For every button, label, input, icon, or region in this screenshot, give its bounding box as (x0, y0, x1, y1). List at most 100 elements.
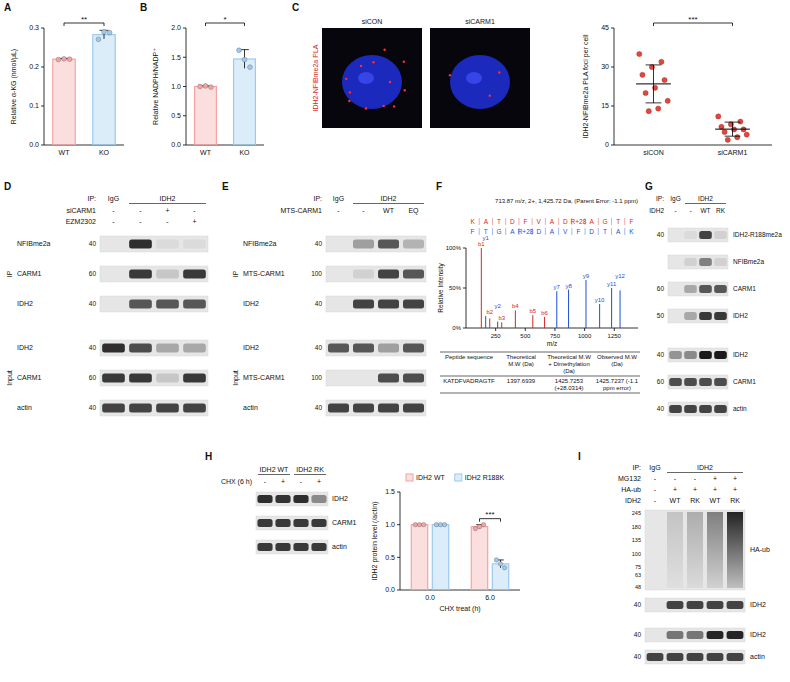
y-tick-label: 0% (452, 325, 461, 331)
sequence-separator (571, 228, 572, 235)
condition-label: IDH2 (649, 207, 664, 214)
peak-label: b2 (486, 309, 493, 315)
pla-focus (372, 61, 374, 63)
y-tick (183, 86, 186, 87)
image-label: siCON (362, 18, 383, 25)
data-point (665, 98, 670, 103)
mw-marker: 40 (657, 405, 665, 412)
mw-marker: 40 (89, 240, 97, 247)
smear (727, 512, 743, 588)
sequence-separator (479, 218, 480, 225)
band (684, 258, 697, 266)
band (714, 312, 727, 320)
text-line: 713.87 m/z, 2+, 1,425.72 Da, (Parent Err… (495, 198, 638, 204)
band (129, 404, 152, 413)
bar (93, 35, 115, 145)
lane-group-label: IDH2 (698, 195, 713, 202)
blot-strip (645, 650, 745, 664)
y-tick (611, 28, 614, 29)
band (707, 653, 724, 661)
blot-strip (326, 296, 426, 312)
peak-label: y2 (495, 303, 502, 309)
mw-marker: 100 (311, 270, 322, 277)
y-tick (397, 557, 400, 558)
x-tick-label: KO (239, 149, 250, 156)
sequence-residue: F (524, 218, 528, 225)
condition-value: - (337, 207, 340, 214)
condition-value: - (112, 218, 115, 225)
lane-group-line (685, 203, 726, 204)
sequence-residue: A (550, 228, 555, 235)
sequence-residue: A (616, 228, 621, 235)
row-label: CARM1 (17, 374, 42, 381)
lane-group-label: IgG (670, 195, 680, 203)
x-tick (525, 328, 526, 331)
band (699, 258, 712, 266)
band (707, 601, 724, 609)
x-axis-title: CHX treat (h) (439, 605, 480, 613)
y-tick (463, 288, 466, 289)
lane-group-line (294, 474, 326, 475)
peak-label: b4 (512, 303, 519, 309)
sequence-separator (558, 228, 559, 235)
pla-focus (348, 100, 350, 102)
blot-strip (326, 236, 426, 252)
condition-value: - (694, 475, 697, 482)
band (183, 270, 206, 279)
lane-group-line (129, 203, 206, 204)
mw-marker: 60 (657, 378, 665, 385)
band (714, 258, 727, 266)
mw-marker: 40 (315, 300, 323, 307)
condition-value: + (713, 475, 717, 482)
significance: *** (485, 510, 494, 519)
condition-label: HA-ub (621, 486, 641, 493)
mw-marker: 40 (634, 601, 642, 608)
sequence-separator (479, 228, 480, 235)
band (275, 519, 290, 527)
band (687, 653, 704, 661)
error-bar (646, 65, 662, 103)
y-tick-label: 2.0 (171, 24, 181, 31)
peak (611, 288, 612, 328)
data-point (442, 522, 446, 526)
row-label: IDH2 (332, 495, 348, 502)
condition-value: - (166, 218, 169, 225)
peak-label: y1 (483, 235, 490, 241)
condition-value: WT (670, 497, 682, 504)
band (293, 543, 308, 551)
band (257, 495, 272, 503)
data-point (646, 109, 651, 114)
ip-prefix: IP: (313, 195, 322, 202)
condition-label: IDH2 (625, 497, 641, 504)
lane-group-label: IDH2 RK (296, 466, 324, 473)
sequence-residue: A (484, 218, 489, 225)
error-bar (725, 122, 741, 136)
panel-letter: H (205, 451, 212, 462)
sequence-separator (492, 228, 493, 235)
y-tick-label: 15 (601, 102, 609, 109)
x-axis (466, 328, 638, 329)
row-label: IDH2 (750, 631, 766, 638)
blot-strip (256, 516, 328, 530)
band (353, 300, 374, 309)
panel-letter: B (140, 2, 147, 13)
row-label: NFIBme2a (243, 240, 277, 247)
band (699, 405, 712, 413)
data-point (643, 90, 648, 95)
peak (599, 304, 600, 328)
condition-label: EZM2302 (66, 218, 96, 225)
y-tick (183, 115, 186, 116)
peak-label: y10 (595, 297, 605, 303)
pla-focus (404, 89, 406, 91)
mw-marker: 60 (89, 270, 97, 277)
text-line: (Da) (611, 361, 623, 367)
sequence-separator (505, 218, 506, 225)
sequence-residue: V (563, 228, 568, 235)
condition-value: - (674, 475, 677, 482)
peak (481, 248, 482, 328)
pla-focus (349, 91, 351, 93)
condition-value: + (693, 486, 697, 493)
row-label: actin (733, 405, 747, 412)
pla-focus (383, 49, 385, 51)
peak (515, 310, 516, 328)
